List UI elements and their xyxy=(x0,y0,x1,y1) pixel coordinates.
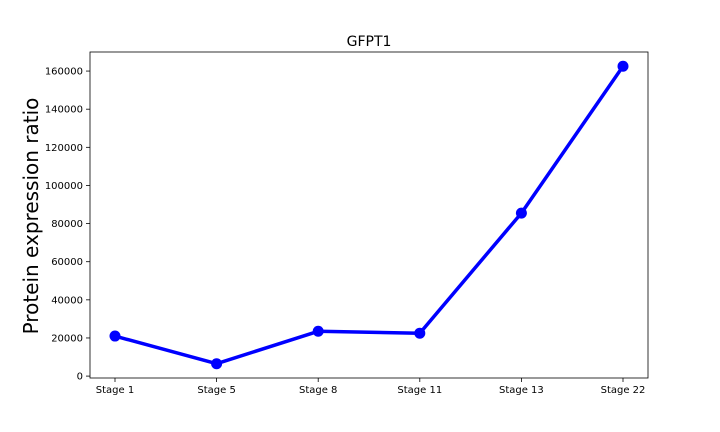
y-tick-label: 120000 xyxy=(45,143,83,154)
y-tick-label: 40000 xyxy=(51,295,83,306)
y-tick-label: 160000 xyxy=(45,67,83,78)
data-point xyxy=(515,207,527,219)
y-tick-label: 140000 xyxy=(45,105,83,116)
data-point xyxy=(109,330,121,342)
x-tick-label: Stage 1 xyxy=(96,385,134,396)
plot-series xyxy=(109,60,629,370)
y-tick-label: 100000 xyxy=(45,181,83,192)
chart-title: GFPT1 xyxy=(347,34,392,50)
plot-frame xyxy=(89,51,649,379)
y-tick-label: 80000 xyxy=(51,219,83,230)
data-point xyxy=(617,60,629,72)
x-tick-label: Stage 8 xyxy=(299,385,337,396)
data-point xyxy=(312,325,324,337)
y-axis: 0 20000 40000 60000 80000 100000 120000 140000 1… xyxy=(45,67,90,383)
y-tick-label: 20000 xyxy=(51,333,83,344)
x-tick-label: Stage 13 xyxy=(499,385,544,396)
x-tick-label: Stage 11 xyxy=(397,385,442,396)
series-line xyxy=(114,65,625,366)
y-tick-label: 60000 xyxy=(51,257,83,268)
x-axis: Stage 1 Stage 5 Stage 8 Stage 11 Stage 13 Sta… xyxy=(96,378,646,396)
x-tick-label: Stage 22 xyxy=(601,385,646,396)
data-point xyxy=(211,358,223,370)
x-tick-label: Stage 5 xyxy=(197,385,235,396)
y-tick-label: 0 xyxy=(77,372,83,383)
data-point xyxy=(414,327,426,339)
y-axis-label: Protein expression ratio xyxy=(19,98,43,335)
